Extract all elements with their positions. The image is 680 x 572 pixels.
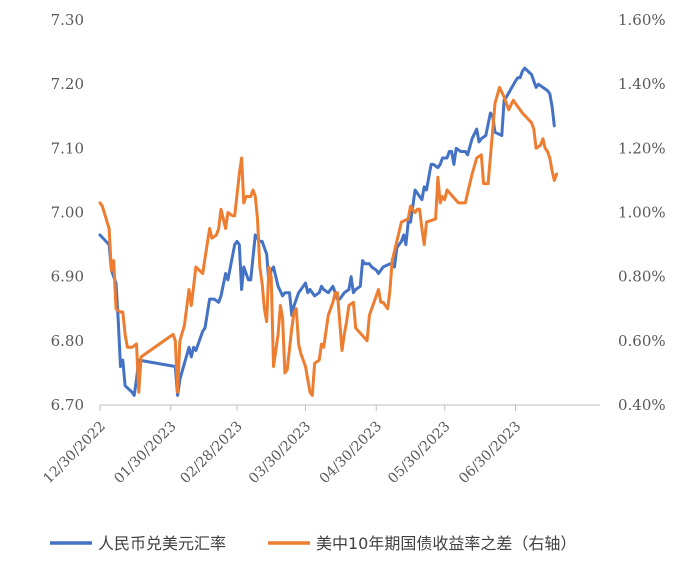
right-axis-tick-label: 1.00% [618, 204, 666, 222]
left-axis-tick-label: 6.80 [51, 332, 84, 350]
right-axis-tick-label: 0.80% [618, 268, 666, 286]
x-axis-tick-label: 06/30/2023 [456, 419, 524, 487]
x-axis-tick-label: 02/28/2023 [177, 419, 245, 487]
x-axis-tick-label: 05/30/2023 [385, 419, 453, 487]
x-axis-tick-label: 12/30/2022 [40, 419, 108, 487]
left-axis-tick-label: 6.90 [51, 268, 84, 286]
axes-layer: 6.70 6.80 6.90 7.00 7.10 7.20 7.30 0.40% 0.60% 0.… [40, 11, 665, 487]
legend-item-usdcny: 人民币兑美元汇率 [50, 534, 226, 553]
legend-label: 美中10年期国债收益率之差（右轴） [316, 534, 576, 553]
left-axis-tick-label: 7.10 [51, 139, 84, 157]
x-axis-tick-label: 01/30/2023 [111, 419, 179, 487]
x-axis-tick-label: 04/30/2023 [317, 419, 385, 487]
left-axis-tick-label: 7.20 [51, 75, 84, 93]
left-axis-tick-label: 6.70 [51, 396, 84, 414]
series-line-yield-spread [98, 85, 559, 397]
right-axis-tick-label: 1.40% [618, 75, 666, 93]
legend-item-yield-spread: 美中10年期国债收益率之差（右轴） [268, 534, 576, 553]
series-line-usdcny [98, 66, 556, 397]
x-axis-tick-label: 03/30/2023 [246, 419, 314, 487]
right-axis-tick-label: 0.40% [618, 396, 666, 414]
series-layer [98, 66, 559, 397]
right-axis-tick-label: 1.60% [618, 11, 666, 29]
legend-label: 人民币兑美元汇率 [98, 534, 226, 553]
right-axis-tick-label: 1.20% [618, 139, 666, 157]
left-axis-tick-label: 7.00 [51, 204, 84, 222]
legend: 人民币兑美元汇率 美中10年期国债收益率之差（右轴） [50, 534, 576, 553]
right-axis-tick-label: 0.60% [618, 332, 666, 350]
left-axis-tick-label: 7.30 [51, 11, 84, 29]
